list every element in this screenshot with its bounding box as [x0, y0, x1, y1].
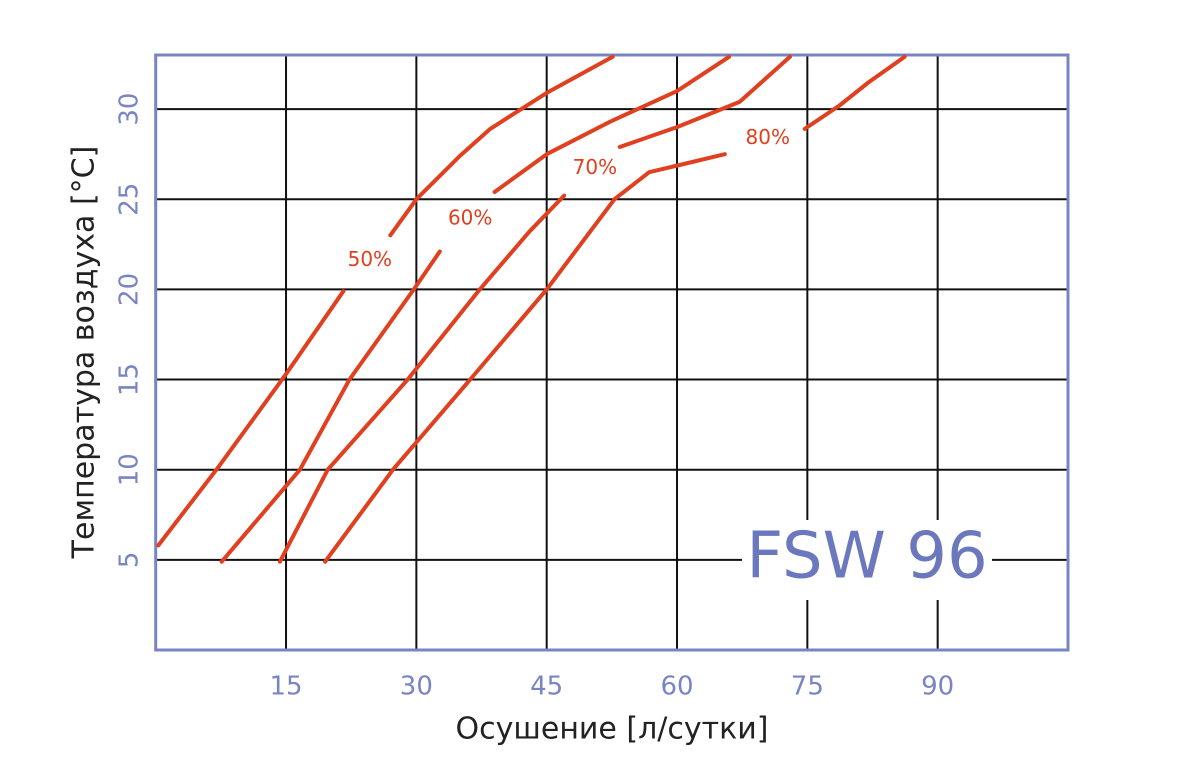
y-tick-label: 15	[115, 363, 145, 396]
series-label: 70%	[573, 155, 617, 179]
y-tick-label: 30	[115, 93, 145, 126]
annotation: FSW 96	[746, 520, 987, 594]
x-tick-label: 60	[660, 672, 693, 702]
x-tick-label: 90	[921, 672, 954, 702]
series-label: 60%	[448, 205, 492, 229]
x-axis-title: Осушение [л/сутки]	[456, 712, 769, 747]
y-tick-label: 20	[115, 273, 145, 306]
x-tick-label: 45	[530, 672, 563, 702]
x-tick-label: 30	[400, 672, 433, 702]
x-tick-label: 75	[791, 672, 824, 702]
y-tick-label: 25	[115, 183, 145, 216]
series-label: 50%	[348, 247, 392, 271]
annotation-background	[742, 520, 992, 600]
series-label: 80%	[746, 125, 790, 149]
y-tick-label: 10	[115, 453, 145, 486]
line-series	[219, 54, 732, 564]
y-axis-title: Температура воздуха [°C]	[67, 146, 102, 560]
line-series	[277, 54, 792, 564]
y-tick-label: 5	[115, 552, 145, 569]
line-series	[323, 54, 907, 564]
line-series	[156, 54, 615, 548]
x-tick-label: 15	[269, 672, 302, 702]
